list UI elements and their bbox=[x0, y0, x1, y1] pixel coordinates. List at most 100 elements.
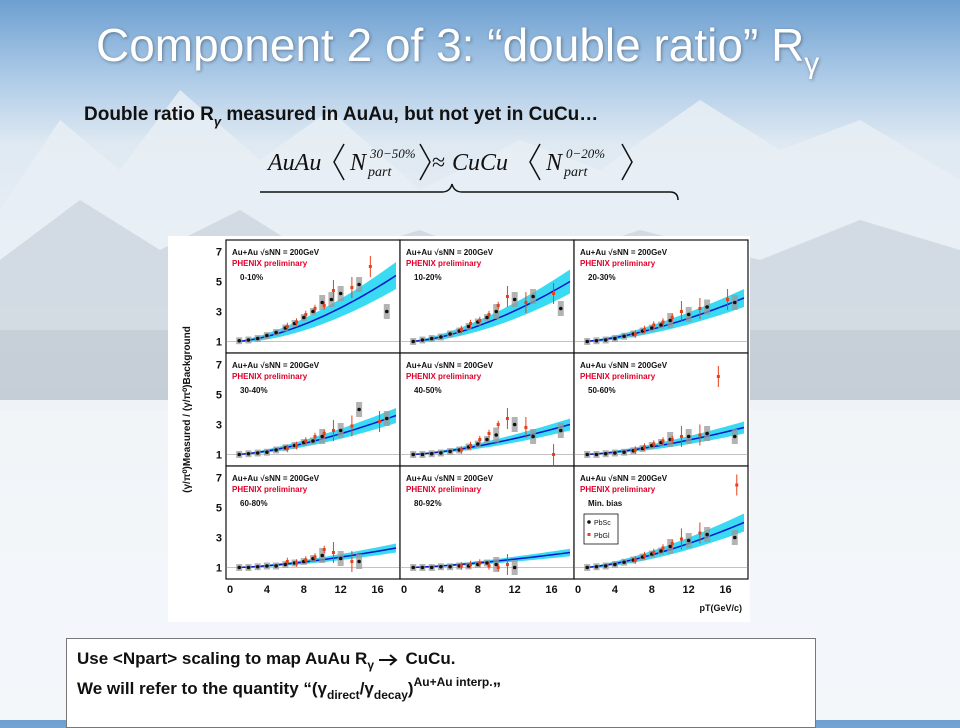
pbsc-point bbox=[494, 309, 499, 314]
pbsc-point bbox=[265, 333, 269, 338]
pbsc-point bbox=[531, 294, 535, 299]
pbsc-point bbox=[622, 560, 626, 565]
pbgl-point bbox=[670, 316, 674, 319]
formula-left-bracket-close bbox=[419, 143, 431, 181]
panel-header-energy: Au+Au √sNN = 200GeV bbox=[232, 361, 320, 370]
pbsc-point bbox=[466, 324, 471, 329]
note-line-2-text: We will refer to the quantity “(γ bbox=[77, 679, 327, 698]
y-axis-label: (γ/π⁰)Measured / (γ/π⁰)Background bbox=[182, 326, 193, 493]
panel-header-energy: Au+Au √sNN = 200GeV bbox=[406, 248, 494, 257]
x-tick-label: 4 bbox=[612, 584, 619, 596]
pbsc-point bbox=[429, 565, 434, 570]
theory-band bbox=[239, 262, 396, 343]
pbsc-point bbox=[448, 332, 452, 336]
x-tick-label: 0 bbox=[575, 584, 581, 596]
pbgl-point bbox=[322, 432, 326, 435]
x-tick-label: 16 bbox=[719, 584, 731, 596]
pbgl-point bbox=[496, 423, 500, 426]
pbsc-point bbox=[686, 538, 691, 543]
panel-frame bbox=[225, 352, 401, 467]
pbsc-point bbox=[603, 451, 608, 456]
npart-formula: AuAu N 30−50% part ≈ CuCu N 0−20% part bbox=[260, 143, 679, 201]
chart-svg: (γ/π⁰)Measured / (γ/π⁰)Background Au+Au √… bbox=[182, 239, 749, 613]
pbsc-point bbox=[622, 450, 626, 455]
pbgl-point bbox=[295, 320, 299, 324]
pbgl-point bbox=[652, 323, 656, 327]
pbsc-point bbox=[311, 309, 315, 314]
pbsc-point bbox=[439, 451, 443, 455]
subtitle-text-end: measured in AuAu, but not yet in CuCu… bbox=[221, 104, 599, 125]
pbgl-point bbox=[670, 542, 674, 545]
pbsc-point bbox=[237, 452, 242, 457]
pbgl-point bbox=[726, 298, 730, 301]
y-tick-label: 7 bbox=[216, 247, 222, 259]
panel-header-energy: Au+Au √sNN = 200GeV bbox=[406, 361, 494, 370]
pbsc-point bbox=[255, 564, 260, 569]
x-tick-label: 4 bbox=[438, 584, 445, 596]
pbsc-point bbox=[329, 297, 334, 302]
theory-band bbox=[587, 513, 744, 568]
pbsc-point bbox=[357, 559, 361, 564]
pbgl-point bbox=[350, 560, 354, 563]
pbsc-point bbox=[255, 451, 260, 455]
pbgl-point bbox=[322, 548, 326, 551]
panel-header-preliminary: PHENIX preliminary bbox=[232, 485, 308, 494]
pbgl-point bbox=[478, 561, 482, 565]
formula-right-n: N bbox=[545, 150, 564, 176]
panel-header-preliminary: PHENIX preliminary bbox=[580, 485, 656, 494]
pbsc-point bbox=[357, 407, 361, 412]
panel-header-energy: Au+Au √sNN = 200GeV bbox=[580, 248, 668, 257]
x-tick-label: 0 bbox=[401, 584, 407, 596]
legend-pbsc-marker bbox=[587, 520, 591, 524]
note-line-1-text: Use <Npart> scaling to map AuAu R bbox=[77, 649, 368, 668]
note-line-2: We will refer to the quantity “(γdirect/… bbox=[77, 675, 805, 702]
pbsc-point bbox=[613, 451, 617, 455]
pbgl-point bbox=[285, 447, 289, 450]
x-axis-label: pT(GeV/c) bbox=[699, 603, 742, 613]
pbgl-point bbox=[524, 301, 528, 304]
x-tick-label: 16 bbox=[371, 584, 383, 596]
pbsc-point bbox=[274, 564, 278, 568]
theory-band bbox=[239, 408, 396, 455]
slide-title: Component 2 of 3: “double ratio” Rγ bbox=[96, 18, 819, 80]
pbsc-point bbox=[338, 556, 343, 561]
pbsc-point bbox=[705, 431, 709, 436]
theory-band bbox=[587, 289, 744, 342]
pbsc-point bbox=[338, 291, 343, 296]
pbsc-point bbox=[668, 544, 673, 549]
slide-title-main: Component 2 of 3: “double ratio” R bbox=[96, 19, 805, 71]
pbsc-point bbox=[448, 564, 452, 569]
panel-centrality-label: Min. bias bbox=[588, 499, 623, 508]
x-tick-label: 12 bbox=[509, 584, 521, 596]
pbgl-point bbox=[496, 304, 500, 307]
panel-header-preliminary: PHENIX preliminary bbox=[406, 485, 482, 494]
pbsc-point bbox=[420, 338, 425, 342]
pbsc-point bbox=[732, 300, 737, 305]
y-tick-label: 5 bbox=[216, 277, 222, 289]
theory-band bbox=[587, 421, 744, 455]
pbsc-point bbox=[311, 439, 315, 443]
pbsc-point bbox=[237, 338, 242, 343]
pbgl-point bbox=[643, 328, 647, 331]
legend-pbsc-label: PbSc bbox=[594, 520, 611, 527]
panel-frame bbox=[573, 239, 749, 354]
pbsc-point bbox=[274, 448, 278, 452]
pbsc-point bbox=[686, 312, 691, 317]
panel-header-energy: Au+Au √sNN = 200GeV bbox=[232, 248, 320, 257]
pbgl-point bbox=[331, 551, 335, 554]
pbgl-point bbox=[459, 564, 463, 568]
pbsc-point bbox=[512, 422, 517, 427]
panel-header-energy: Au+Au √sNN = 200GeV bbox=[580, 474, 668, 483]
pbsc-point bbox=[603, 564, 608, 568]
pbgl-point bbox=[295, 444, 299, 447]
pbsc-point bbox=[384, 416, 389, 421]
note-line-2-mid: /γ bbox=[359, 679, 374, 698]
x-tick-label: 4 bbox=[264, 584, 271, 596]
pbgl-point bbox=[331, 289, 335, 292]
pbsc-point bbox=[705, 305, 709, 309]
pbgl-point bbox=[661, 320, 665, 324]
pbsc-point bbox=[301, 315, 306, 320]
pbgl-point bbox=[368, 265, 372, 268]
pbsc-point bbox=[411, 452, 416, 457]
note-line-2-sub-direct: direct bbox=[327, 688, 360, 702]
